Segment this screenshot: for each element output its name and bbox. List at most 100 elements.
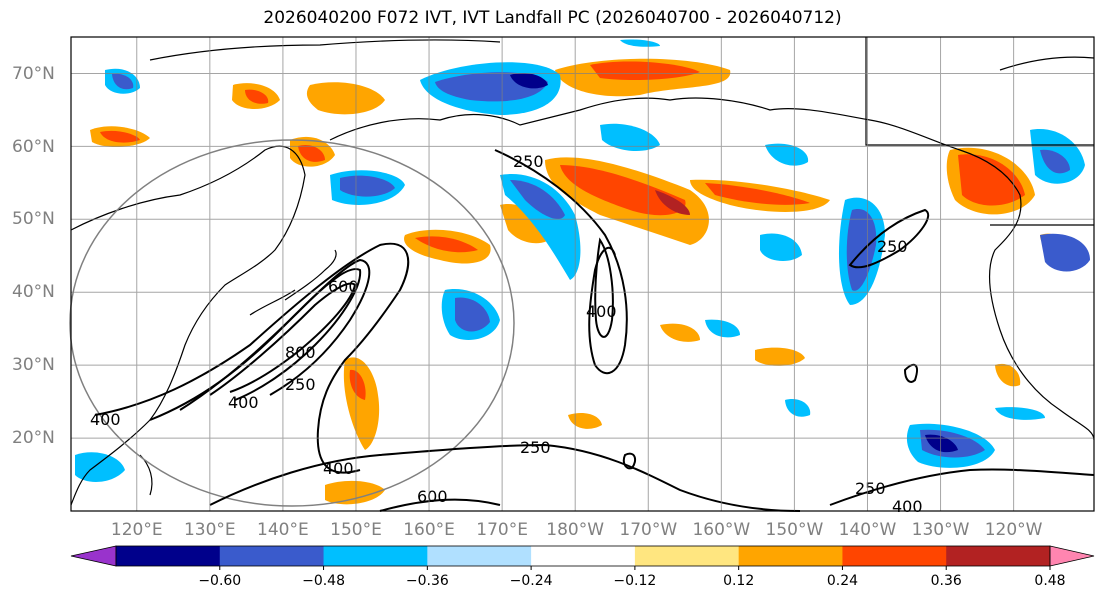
positive-anomaly-strong xyxy=(298,144,325,162)
negative-anomaly-strong xyxy=(340,175,395,197)
positive-anomaly xyxy=(325,480,385,505)
colorbar-segment xyxy=(738,546,843,566)
colorbar-tick-label: −0.12 xyxy=(613,573,656,589)
contour-250 xyxy=(94,242,410,474)
contour-label: 600 xyxy=(417,487,448,506)
lon-label: 170°W xyxy=(619,520,677,540)
colorbar-tick-label: −0.60 xyxy=(198,573,241,589)
japan-coast xyxy=(284,249,337,301)
colorbar-frame xyxy=(115,545,1051,567)
positive-anomaly xyxy=(755,347,805,366)
colorbar-tick-label: 0.36 xyxy=(931,573,962,589)
contour-400-pacific xyxy=(594,237,614,338)
contour-label: 250 xyxy=(513,152,544,171)
lon-label: 160°E xyxy=(403,520,455,540)
colorbar-segment xyxy=(634,546,740,566)
positive-anomaly-strong xyxy=(958,154,1025,206)
negative-anomaly xyxy=(705,319,740,338)
colorbar-tick-label: −0.24 xyxy=(510,573,553,589)
contour-label: 600 xyxy=(328,277,359,296)
lon-label: 180°W xyxy=(546,520,604,540)
positive-anomaly-strong xyxy=(349,369,366,400)
contour-label: 400 xyxy=(90,410,121,429)
region-circle xyxy=(69,139,515,507)
negative-anomaly-strong xyxy=(510,180,565,220)
longitude-labels: 120°E 130°E 140°E 150°E 160°E 170°E 180°W 170°W… xyxy=(111,520,1043,540)
positive-anomaly-strong xyxy=(590,61,700,80)
colorbar: −0.60 −0.48 −0.36 −0.24 −0.12 0.12 0.24 0.36 0.4… xyxy=(70,545,1095,589)
negative-anomaly-strong xyxy=(846,209,877,291)
positive-anomaly-strong xyxy=(100,130,140,143)
negative-anomaly xyxy=(765,143,809,166)
negative-anomaly xyxy=(620,39,660,47)
colorbar-tick-label: 0.24 xyxy=(827,573,858,589)
positive-anomaly-strong xyxy=(705,183,810,205)
contour-250-pacific xyxy=(494,149,628,375)
contour-600 xyxy=(179,268,362,411)
colorbar-segment xyxy=(427,546,532,566)
contour-label: 400 xyxy=(323,459,354,478)
lat-label: 60°N xyxy=(12,137,55,157)
negative-anomaly-strong xyxy=(1040,233,1090,272)
colorbar-tick-label: 0.48 xyxy=(1034,573,1065,589)
anomaly-shading xyxy=(75,39,1090,505)
lon-label: 130°W xyxy=(912,520,970,540)
colorbar-tick-label: −0.48 xyxy=(302,573,345,589)
map-frame xyxy=(70,36,1095,512)
lat-label: 50°N xyxy=(12,209,55,229)
colorbar-segment xyxy=(219,546,325,566)
negative-anomaly-max xyxy=(925,434,958,453)
negative-anomaly-max xyxy=(510,73,548,89)
contour-600-south xyxy=(379,498,501,512)
negative-anomaly xyxy=(75,452,125,482)
lon-label: 140°W xyxy=(839,520,897,540)
contour-label: 400 xyxy=(586,302,617,321)
contour-label: 250 xyxy=(285,375,316,394)
lat-label: 40°N xyxy=(12,282,55,302)
contour-small-2 xyxy=(622,452,637,470)
contour-label: 250 xyxy=(855,479,886,498)
contour-label: 400 xyxy=(228,393,259,412)
contour-label: 800 xyxy=(285,343,316,362)
positive-anomaly xyxy=(306,82,385,115)
lon-label: 120°E xyxy=(111,520,163,540)
lat-label: 30°N xyxy=(12,355,55,375)
ivt-contours xyxy=(94,149,1095,512)
contour-800 xyxy=(209,282,357,396)
negative-anomaly xyxy=(500,174,581,280)
colorbar-extend-low xyxy=(70,545,117,567)
negative-anomaly xyxy=(600,123,660,152)
arctic-coast xyxy=(149,39,501,61)
lon-label: 130°E xyxy=(184,520,236,540)
negative-anomaly xyxy=(995,407,1045,420)
contour-250-south xyxy=(209,443,801,512)
colorbar-segment xyxy=(323,546,428,566)
positive-anomaly xyxy=(568,413,602,429)
lon-label: 140°E xyxy=(257,520,309,540)
negative-anomaly-strong xyxy=(1040,149,1070,174)
north-america-coast xyxy=(329,97,1095,441)
colorbar-tick-label: −0.36 xyxy=(406,573,449,589)
lat-label: 70°N xyxy=(12,64,55,84)
lon-label: 120°W xyxy=(985,520,1043,540)
negative-anomaly xyxy=(785,399,811,417)
colorbar-extend-high xyxy=(1049,545,1095,567)
colorbar-segment xyxy=(946,546,1051,566)
negative-anomaly xyxy=(760,233,802,262)
positive-anomaly-strong xyxy=(560,165,686,216)
negative-anomaly-strong xyxy=(455,297,490,332)
contour-label: 250 xyxy=(520,438,551,457)
positive-anomaly-strong xyxy=(245,89,269,104)
latitude-labels: 70°N 60°N 50°N 40°N 30°N 20°N xyxy=(12,64,55,448)
negative-anomaly-strong xyxy=(112,73,134,90)
positive-anomaly-strong xyxy=(415,236,478,253)
colorbar-tick-label: 0.12 xyxy=(723,573,754,589)
positive-anomaly-max xyxy=(655,190,690,215)
lon-label: 150°W xyxy=(766,520,824,540)
contour-label: 400 xyxy=(892,497,923,516)
map-title: 2026040200 F072 IVT, IVT Landfall PC (20… xyxy=(263,8,842,28)
colorbar-segment xyxy=(116,546,221,566)
colorbar-segment xyxy=(531,546,636,566)
colorbar-segment xyxy=(842,546,947,566)
